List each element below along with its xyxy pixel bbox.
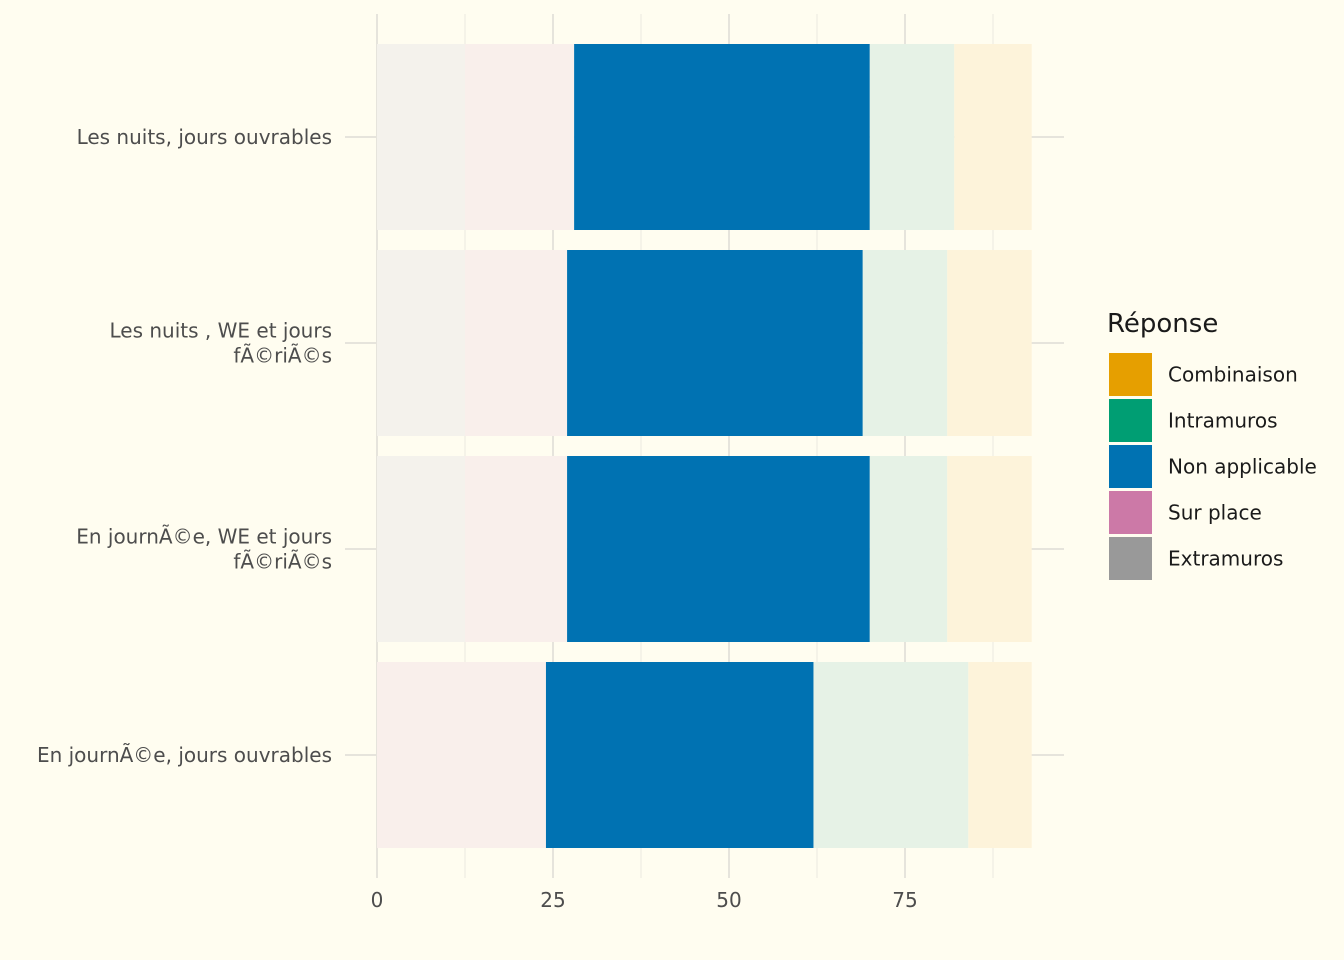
legend-swatch-intramuros [1109, 399, 1152, 442]
bars [377, 44, 1032, 848]
legend-label: Combinaison [1168, 363, 1298, 387]
x-tick-label: 0 [371, 888, 384, 912]
bar-non-applicable [567, 250, 863, 436]
legend-label: Non applicable [1168, 455, 1317, 479]
legend: Réponse Combinaison Intramuros Non applica… [1107, 309, 1317, 580]
y-tick-label: Les nuits, jours ouvrables [77, 125, 332, 149]
bar-combinaison [954, 44, 1032, 230]
bar-intramuros [869, 456, 948, 642]
y-tick-label: En journÃ©e, WE et jours fÃ©riÃ©s [76, 525, 332, 574]
x-axis-labels: 0 25 50 75 [371, 888, 918, 912]
bar-non-applicable [567, 456, 870, 642]
legend-label: Sur place [1168, 501, 1262, 525]
legend-swatch-non-applicable [1109, 445, 1152, 488]
legend-swatch-combinaison [1109, 353, 1152, 396]
bar-sur-place [465, 44, 575, 230]
y-tick-label: Les nuits , WE et jours fÃ©riÃ©s [110, 319, 333, 368]
legend-title: Réponse [1107, 309, 1218, 339]
x-tick-label: 50 [716, 888, 741, 912]
bar-combinaison [947, 456, 1032, 642]
bar-non-applicable [545, 662, 814, 848]
x-tick-label: 75 [892, 888, 917, 912]
bar-intramuros [813, 662, 969, 848]
bar-intramuros [862, 250, 948, 436]
legend-label: Extramuros [1168, 547, 1283, 571]
y-axis-labels: Les nuits, jours ouvrables Les nuits , WE… [37, 125, 332, 767]
bar-combinaison [968, 662, 1032, 848]
x-tick-label: 25 [540, 888, 565, 912]
bar-sur-place [465, 250, 568, 436]
legend-swatch-sur-place [1109, 491, 1152, 534]
legend-label: Intramuros [1168, 409, 1278, 433]
bar-extramuros [377, 44, 465, 230]
bar-intramuros [869, 44, 955, 230]
bar-extramuros [377, 456, 465, 642]
bar-sur-place [377, 662, 546, 848]
bar-combinaison [947, 250, 1032, 436]
y-tick-label: En journÃ©e, jours ouvrables [37, 743, 332, 767]
bar-extramuros [377, 250, 465, 436]
bar-non-applicable [574, 44, 870, 230]
legend-swatch-extramuros [1109, 537, 1152, 580]
bar-sur-place [465, 456, 568, 642]
